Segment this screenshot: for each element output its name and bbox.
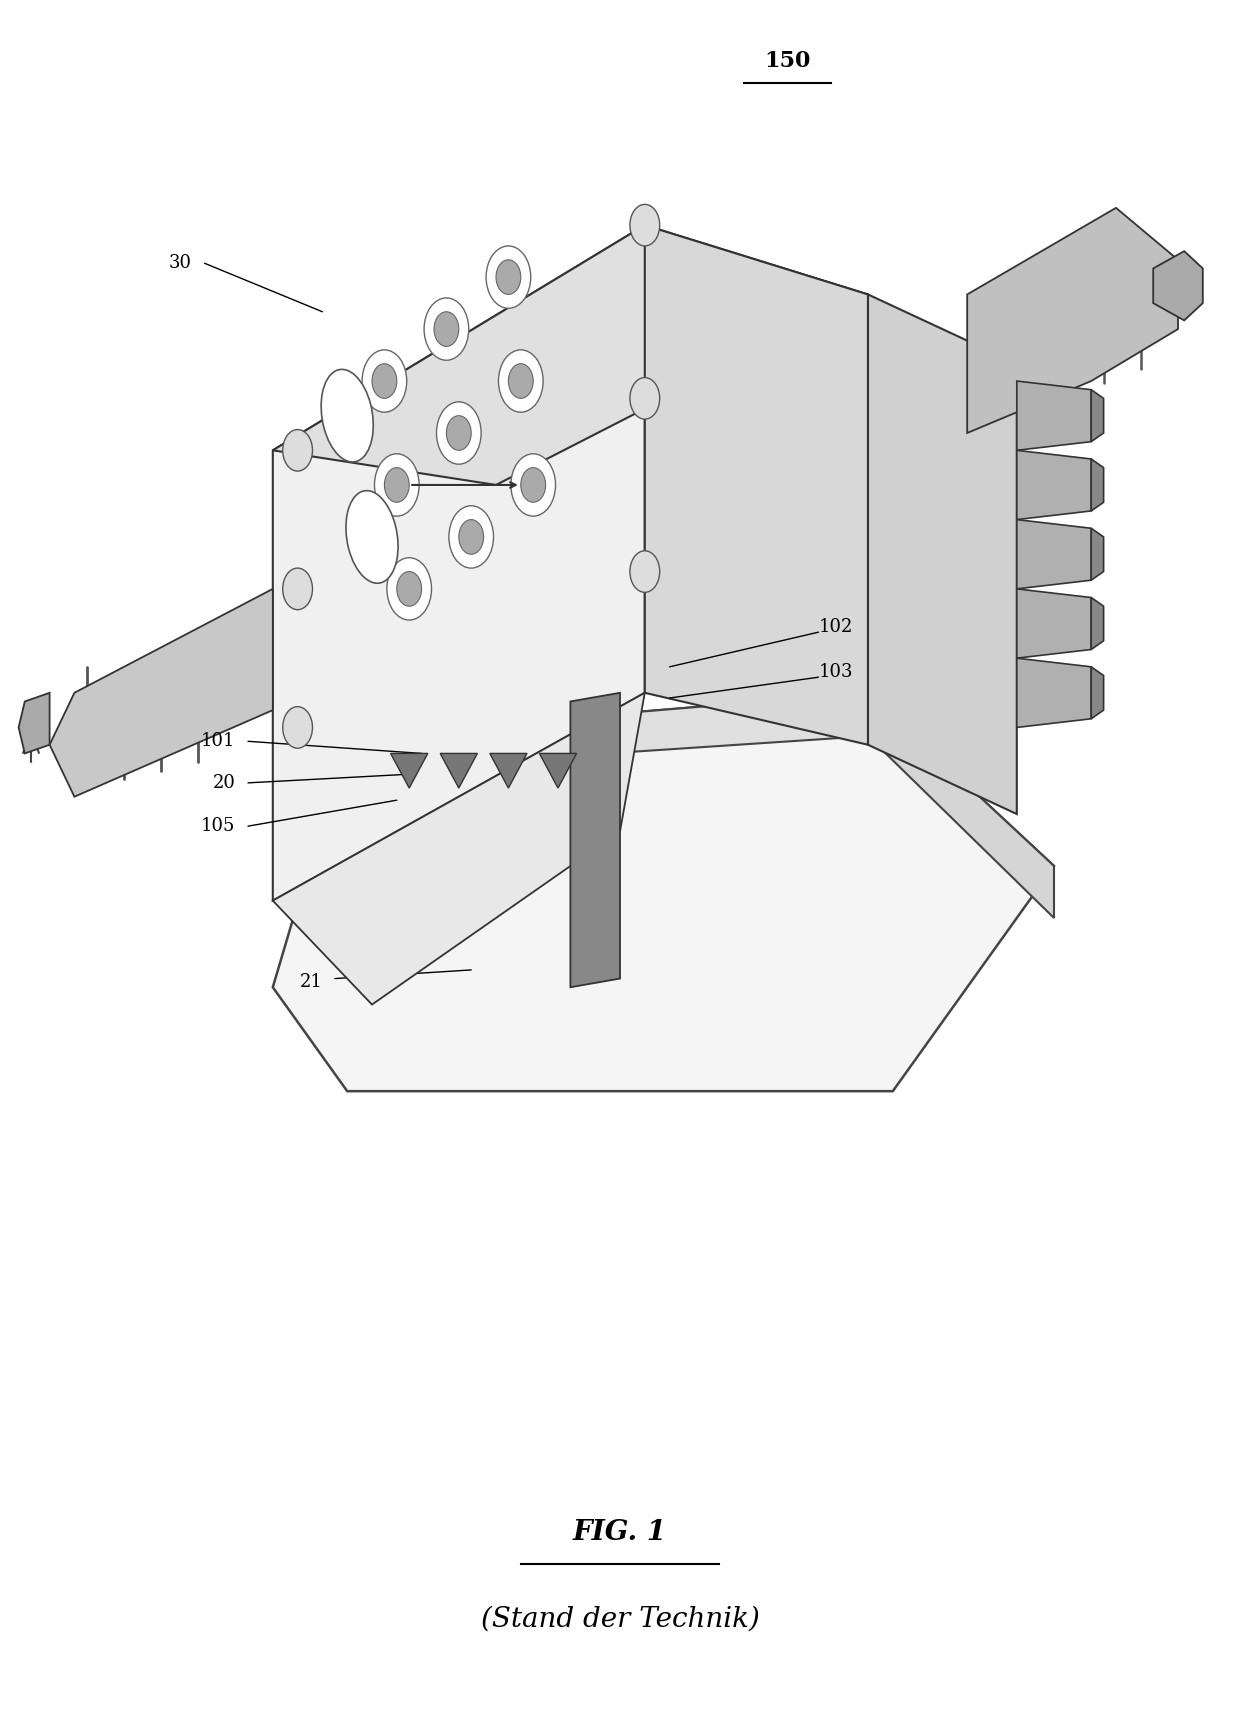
Circle shape bbox=[387, 558, 432, 620]
Text: 20: 20 bbox=[213, 774, 236, 792]
Polygon shape bbox=[1017, 520, 1091, 589]
Polygon shape bbox=[1017, 658, 1091, 727]
Circle shape bbox=[384, 468, 409, 502]
Polygon shape bbox=[868, 294, 1017, 814]
Polygon shape bbox=[391, 753, 428, 788]
Circle shape bbox=[436, 402, 481, 464]
Polygon shape bbox=[273, 225, 645, 901]
Text: 105: 105 bbox=[201, 818, 236, 835]
Circle shape bbox=[446, 416, 471, 450]
Polygon shape bbox=[1017, 450, 1091, 520]
Circle shape bbox=[521, 468, 546, 502]
Polygon shape bbox=[1091, 667, 1104, 719]
Circle shape bbox=[630, 551, 660, 592]
Circle shape bbox=[434, 312, 459, 346]
Text: 101: 101 bbox=[201, 733, 236, 750]
Polygon shape bbox=[1091, 528, 1104, 580]
Ellipse shape bbox=[321, 369, 373, 462]
Polygon shape bbox=[50, 589, 273, 797]
Circle shape bbox=[630, 378, 660, 419]
Polygon shape bbox=[1017, 381, 1091, 450]
Polygon shape bbox=[868, 693, 1054, 918]
Polygon shape bbox=[1091, 390, 1104, 442]
Polygon shape bbox=[273, 693, 645, 1005]
Polygon shape bbox=[19, 693, 50, 753]
Polygon shape bbox=[539, 753, 577, 788]
Circle shape bbox=[424, 298, 469, 360]
Polygon shape bbox=[273, 693, 1054, 1091]
Circle shape bbox=[397, 572, 422, 606]
Text: FIG. 1: FIG. 1 bbox=[573, 1519, 667, 1547]
Polygon shape bbox=[570, 693, 620, 987]
Circle shape bbox=[508, 364, 533, 398]
Circle shape bbox=[449, 506, 494, 568]
Polygon shape bbox=[273, 225, 868, 485]
Circle shape bbox=[630, 204, 660, 246]
Circle shape bbox=[362, 350, 407, 412]
Polygon shape bbox=[1153, 251, 1203, 320]
Polygon shape bbox=[490, 753, 527, 788]
Polygon shape bbox=[1017, 589, 1091, 658]
Polygon shape bbox=[440, 753, 477, 788]
Circle shape bbox=[459, 520, 484, 554]
Text: 103: 103 bbox=[818, 663, 853, 681]
Polygon shape bbox=[645, 225, 868, 745]
Circle shape bbox=[283, 568, 312, 610]
Text: 30: 30 bbox=[169, 255, 191, 272]
Polygon shape bbox=[967, 208, 1178, 433]
Text: 102: 102 bbox=[818, 618, 853, 636]
Polygon shape bbox=[347, 693, 868, 771]
Polygon shape bbox=[1091, 598, 1104, 650]
Text: 21: 21 bbox=[300, 973, 322, 991]
Polygon shape bbox=[1091, 459, 1104, 511]
Circle shape bbox=[283, 707, 312, 748]
Circle shape bbox=[496, 260, 521, 294]
Text: (Stand der Technik): (Stand der Technik) bbox=[481, 1606, 759, 1633]
Circle shape bbox=[486, 246, 531, 308]
Circle shape bbox=[374, 454, 419, 516]
Circle shape bbox=[498, 350, 543, 412]
Circle shape bbox=[372, 364, 397, 398]
Circle shape bbox=[283, 430, 312, 471]
Ellipse shape bbox=[346, 490, 398, 584]
Text: 150: 150 bbox=[764, 50, 811, 71]
Circle shape bbox=[511, 454, 556, 516]
